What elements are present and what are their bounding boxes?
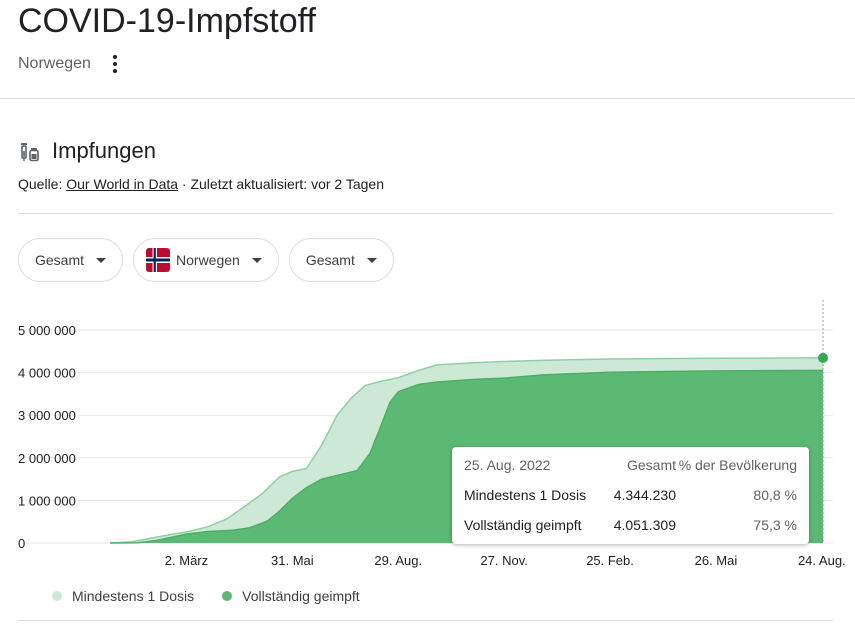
tooltip-row-total: 4.051.309 bbox=[613, 517, 676, 533]
line-one-dose bbox=[109, 357, 824, 544]
tooltip-row-label: Mindestens 1 Dosis bbox=[464, 487, 587, 503]
y-tick-label: 2 000 000 bbox=[18, 451, 76, 466]
dot bbox=[112, 69, 117, 73]
legend-label: Vollständig geimpft bbox=[242, 588, 360, 604]
tooltip-row-label: Vollständig geimpft bbox=[464, 517, 582, 533]
hover-indicator bbox=[818, 300, 828, 543]
legend-swatch bbox=[222, 591, 233, 601]
norway-flag-icon bbox=[146, 248, 171, 272]
section-header: Impfungen bbox=[18, 138, 156, 164]
y-tick-label: 4 000 000 bbox=[18, 366, 76, 381]
hover-point bbox=[818, 352, 828, 363]
y-tick-label: 1 000 000 bbox=[18, 493, 76, 508]
tooltip-header: 25. Aug. 2022 Gesamt % der Bevölkerung bbox=[464, 457, 797, 473]
x-axis-ticks: 2. März 31. Mai 29. Aug. 27. Nov. 25. Feb. 26… bbox=[165, 553, 846, 568]
country-dropdown-label: Norwegen bbox=[176, 252, 240, 268]
y-tick-label: 5 000 000 bbox=[18, 323, 76, 338]
divider bbox=[0, 98, 855, 99]
x-tick-label: 26. Mai bbox=[695, 553, 738, 568]
source-prefix: Quelle: bbox=[18, 176, 67, 192]
tooltip-row-total: 4.344.230 bbox=[613, 487, 676, 503]
x-tick-label: 24. Aug. bbox=[798, 553, 846, 568]
chart-legend: Mindestens 1 Dosis Vollständig geimpft bbox=[52, 588, 360, 604]
divider bbox=[18, 213, 833, 214]
dot bbox=[112, 62, 117, 66]
syringe-vial-icon bbox=[21, 143, 39, 162]
chevron-down-icon bbox=[251, 257, 262, 263]
x-tick-label: 2. März bbox=[165, 553, 208, 568]
last-updated: · Zuletzt aktualisiert: vor 2 Tagen bbox=[178, 176, 384, 192]
legend-item-one-dose[interactable]: Mindestens 1 Dosis bbox=[52, 588, 194, 604]
chevron-down-icon bbox=[96, 257, 107, 263]
tooltip-row-pct: 80,8 % bbox=[753, 487, 797, 503]
tooltip-col-total: Gesamt bbox=[626, 457, 676, 473]
chevron-down-icon bbox=[366, 257, 377, 263]
country-dropdown[interactable]: Norwegen bbox=[133, 238, 279, 282]
y-tick-label: 0 bbox=[18, 536, 25, 551]
tooltip-col-pct: % der Bevölkerung bbox=[678, 457, 797, 473]
dot bbox=[112, 55, 117, 59]
x-tick-label: 31. Mai bbox=[271, 553, 314, 568]
source-link[interactable]: Our World in Data bbox=[66, 176, 179, 192]
x-tick-label: 25. Feb. bbox=[586, 553, 634, 568]
region-subtitle: Norwegen bbox=[18, 55, 91, 72]
legend-swatch bbox=[52, 591, 62, 601]
tooltip-row: Mindestens 1 Dosis 4.344.230 80,8 % bbox=[464, 487, 797, 503]
tooltip-date: 25. Aug. 2022 bbox=[464, 457, 551, 473]
subtitle-row: Norwegen bbox=[18, 54, 125, 74]
y-tick-label: 3 000 000 bbox=[18, 408, 76, 423]
legend-item-fully-vaccinated[interactable]: Vollständig geimpft bbox=[222, 588, 360, 604]
section-title: Impfungen bbox=[52, 138, 156, 163]
measure-dropdown-label: Gesamt bbox=[305, 252, 355, 268]
line-fully-vaccinated bbox=[109, 369, 824, 544]
more-options-button[interactable] bbox=[105, 54, 125, 74]
measure-dropdown[interactable]: Gesamt bbox=[288, 238, 394, 282]
x-tick-label: 27. Nov. bbox=[480, 553, 527, 568]
x-tick-label: 29. Aug. bbox=[374, 553, 422, 568]
divider bbox=[18, 620, 833, 621]
legend-label: Mindestens 1 Dosis bbox=[72, 588, 195, 604]
data-tooltip: 25. Aug. 2022 Gesamt % der Bevölkerung M… bbox=[452, 447, 809, 544]
filter-bar: Gesamt Norwegen Gesamt bbox=[18, 238, 394, 282]
y-axis-ticks: 0 1 000 000 2 000 000 3 000 000 4 000 000 5 0… bbox=[18, 323, 76, 551]
metric-dropdown[interactable]: Gesamt bbox=[18, 238, 124, 282]
metric-dropdown-label: Gesamt bbox=[35, 252, 85, 268]
page-title: COVID-19-Impfstoff bbox=[18, 2, 316, 40]
tooltip-row: Vollständig geimpft 4.051.309 75,3 % bbox=[464, 517, 797, 533]
source-line: Quelle: Our World in Data · Zuletzt aktu… bbox=[18, 176, 384, 192]
tooltip-row-pct: 75,3 % bbox=[753, 517, 797, 533]
